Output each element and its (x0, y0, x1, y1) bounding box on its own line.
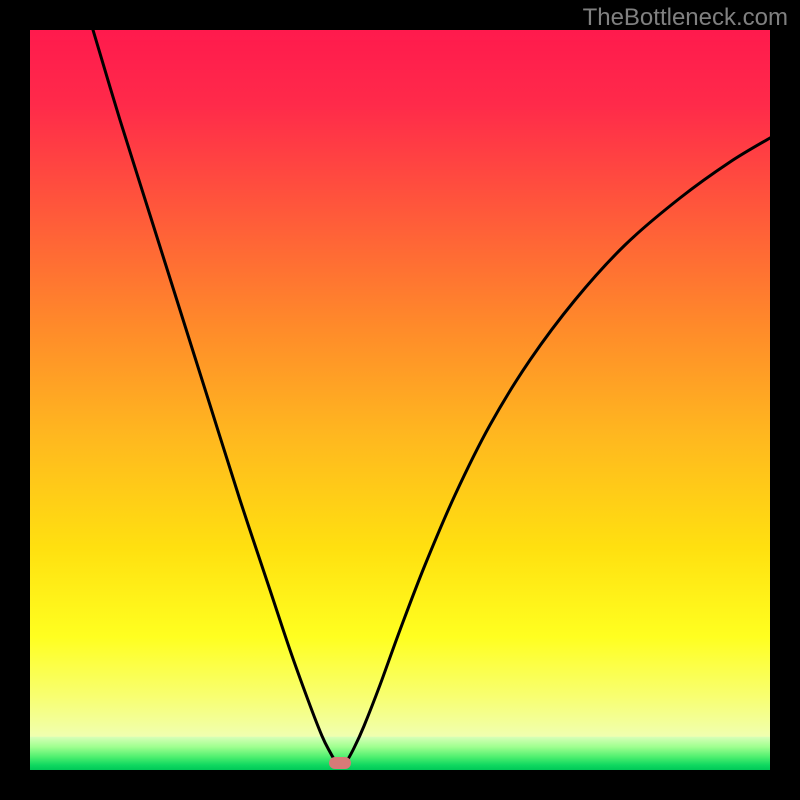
plot-area (30, 30, 770, 770)
chart-svg (30, 30, 770, 770)
watermark-label: TheBottleneck.com (583, 4, 788, 32)
gradient-background (30, 30, 770, 770)
outer-frame: TheBottleneck.com (0, 0, 800, 800)
optimum-marker (329, 757, 351, 769)
green-baseline-strip (30, 737, 770, 770)
